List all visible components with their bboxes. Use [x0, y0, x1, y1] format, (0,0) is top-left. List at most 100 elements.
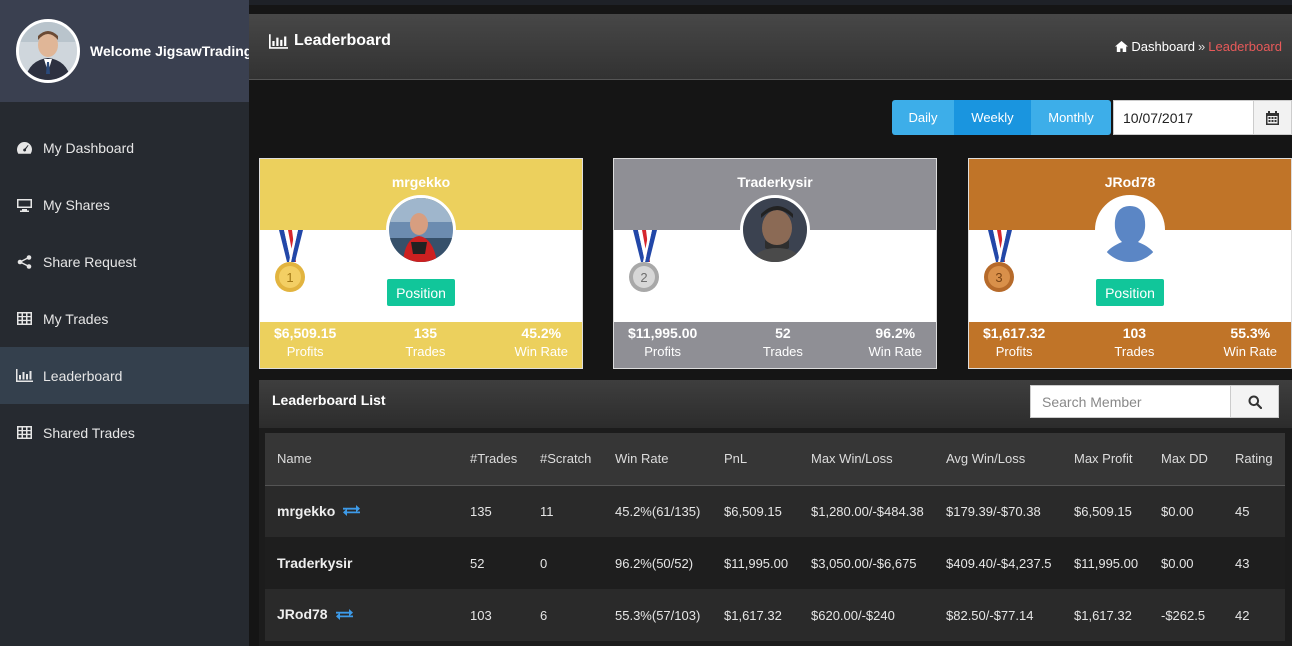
- sidebar-item-share-request[interactable]: Share Request: [0, 233, 249, 290]
- sidebar-item-my-dashboard[interactable]: My Dashboard: [0, 119, 249, 176]
- col-rating[interactable]: Rating: [1223, 433, 1285, 486]
- leaderboard-table: Name #Trades #Scratch Win Rate PnL Max W…: [265, 433, 1285, 641]
- monthly-button[interactable]: Monthly: [1031, 100, 1111, 135]
- search-member-input[interactable]: [1030, 385, 1231, 418]
- bronze-medal-icon: 3: [983, 230, 1017, 296]
- stat-trades-value: 52: [775, 325, 791, 341]
- top-strip: [249, 0, 1292, 5]
- cell-max-dd: $0.00: [1161, 503, 1194, 519]
- card-stats: $6,509.15 Profits 135 Trades 45.2% Win R…: [260, 322, 582, 368]
- user-avatar[interactable]: [16, 19, 80, 83]
- search-button[interactable]: [1230, 385, 1279, 418]
- cell-max-profit: $11,995.00: [1074, 555, 1139, 571]
- sidebar-nav: My Dashboard My Shares Share Request My …: [0, 119, 249, 461]
- cell-rating: 42: [1235, 607, 1250, 623]
- shared-trades-icon[interactable]: [343, 504, 361, 520]
- col-name[interactable]: Name: [265, 433, 458, 486]
- cell-pnl: $1,617.32: [724, 607, 782, 623]
- sidebar-item-label: My Trades: [43, 310, 109, 327]
- share-icon: [14, 254, 34, 270]
- col-win-rate[interactable]: Win Rate: [603, 433, 712, 486]
- sidebar-item-label: My Dashboard: [43, 139, 135, 156]
- stat-trades: 103 Trades: [1114, 322, 1154, 368]
- col-scratch[interactable]: #Scratch: [528, 433, 603, 486]
- row-username: JRod78: [277, 606, 328, 623]
- stat-win-rate: 55.3% Win Rate: [1224, 322, 1277, 368]
- card-avatar[interactable]: [386, 195, 456, 265]
- cell-pnl: $11,995.00: [724, 555, 789, 571]
- chevron-right-icon: »: [1198, 39, 1206, 54]
- stat-win-rate: 96.2% Win Rate: [869, 322, 922, 368]
- leader-card-first: mrgekko 1 Position $6,509.15 Profits: [259, 158, 583, 369]
- stat-profits-value: $11,995.00: [628, 325, 698, 341]
- cell-max-profit: $6,509.15: [1074, 503, 1132, 519]
- cell-max-win-loss: $3,050.00/-$6,675: [811, 555, 917, 571]
- svg-text:3: 3: [995, 270, 1002, 285]
- sidebar-item-shared-trades[interactable]: Shared Trades: [0, 404, 249, 461]
- cell-max-profit: $1,617.32: [1074, 607, 1132, 623]
- table-row[interactable]: mrgekko 135 11 45.2%(61/135) $6,509.15 $…: [265, 485, 1285, 537]
- dashboard-icon: [14, 140, 34, 156]
- cell-scratch: 0: [540, 555, 548, 571]
- row-username: mrgekko: [277, 502, 336, 519]
- breadcrumb-home-link[interactable]: Dashboard: [1115, 39, 1195, 54]
- desktop-icon: [14, 197, 34, 213]
- cell-rating: 45: [1235, 503, 1250, 519]
- stat-profits-value: $6,509.15: [274, 325, 337, 341]
- stat-trades-value: 103: [1122, 325, 1147, 341]
- breadcrumb-current: Leaderboard: [1208, 39, 1282, 54]
- col-avg-win-loss[interactable]: Avg Win/Loss: [934, 433, 1062, 486]
- stat-profits-label: Profits: [995, 344, 1033, 359]
- table-icon: [14, 425, 34, 441]
- page-title: Leaderboard: [269, 32, 391, 50]
- col-max-profit[interactable]: Max Profit: [1062, 433, 1149, 486]
- cell-avg-win-loss: $179.39/-$70.38: [946, 503, 1041, 519]
- silver-medal-icon: 2: [628, 230, 662, 296]
- row-name-cell: Traderkysir: [265, 537, 458, 589]
- cell-rating: 43: [1235, 555, 1250, 571]
- date-input[interactable]: [1113, 100, 1254, 135]
- cell-trades: 103: [470, 607, 492, 623]
- sidebar-item-my-shares[interactable]: My Shares: [0, 176, 249, 233]
- stat-profits: $1,617.32 Profits: [983, 322, 1045, 368]
- shared-trades-icon[interactable]: [335, 608, 353, 624]
- daily-button[interactable]: Daily: [892, 100, 954, 135]
- default-avatar-icon[interactable]: [1095, 195, 1165, 265]
- cell-scratch: 6: [540, 607, 548, 623]
- weekly-button[interactable]: Weekly: [954, 100, 1031, 135]
- col-max-win-loss[interactable]: Max Win/Loss: [799, 433, 934, 486]
- stat-profits-label: Profits: [644, 344, 682, 359]
- col-max-dd[interactable]: Max DD: [1149, 433, 1223, 486]
- stat-win-rate-label: Win Rate: [514, 344, 568, 359]
- stat-win-rate: 45.2% Win Rate: [515, 322, 568, 368]
- cell-max-dd: -$262.5: [1161, 607, 1206, 623]
- col-trades[interactable]: #Trades: [458, 433, 528, 486]
- page-header: Leaderboard Dashboard » Leaderboard: [249, 14, 1292, 80]
- list-title: Leaderboard List: [272, 392, 386, 408]
- stat-win-rate-value: 96.2%: [875, 325, 916, 341]
- table-row[interactable]: JRod78 103 6 55.3%(57/103) $1,617.32 $62…: [265, 589, 1285, 641]
- sidebar-item-my-trades[interactable]: My Trades: [0, 290, 249, 347]
- svg-text:2: 2: [640, 270, 647, 285]
- row-name-cell: mrgekko: [265, 485, 458, 537]
- stat-profits: $6,509.15 Profits: [274, 322, 336, 368]
- cell-win-rate: 45.2%(61/135): [615, 503, 701, 519]
- position-button[interactable]: Position: [1096, 279, 1164, 306]
- gold-medal-icon: 1: [274, 230, 308, 296]
- home-icon: [1115, 41, 1129, 52]
- bar-chart-icon: [14, 368, 34, 384]
- sidebar-item-label: Shared Trades: [43, 424, 135, 441]
- calendar-button[interactable]: [1253, 100, 1292, 135]
- breadcrumb-home-label: Dashboard: [1131, 39, 1196, 54]
- col-pnl[interactable]: PnL: [712, 433, 799, 486]
- stat-trades: 52 Trades: [763, 322, 803, 368]
- user-panel: Welcome JigsawTrading: [0, 0, 252, 102]
- card-avatar[interactable]: [740, 195, 810, 265]
- cell-pnl: $6,509.15: [724, 503, 782, 519]
- table-row[interactable]: Traderkysir 52 0 96.2%(50/52) $11,995.00…: [265, 537, 1285, 589]
- leader-card-third: JRod78 3 Position $1,617.32 Profits 103 …: [968, 158, 1292, 369]
- stat-win-rate-label: Win Rate: [868, 344, 922, 359]
- sidebar-item-leaderboard[interactable]: Leaderboard: [0, 347, 249, 404]
- search-icon: [1248, 395, 1262, 409]
- position-button[interactable]: Position: [387, 279, 455, 306]
